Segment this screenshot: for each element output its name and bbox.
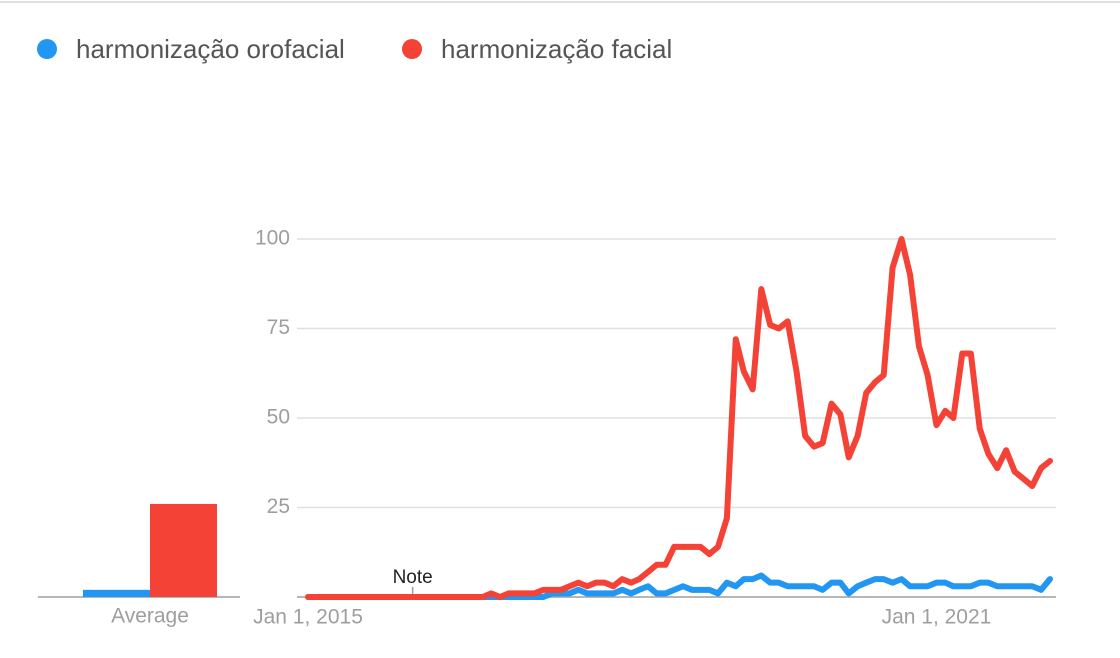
x-tick-label: Jan 1, 2021 — [882, 606, 992, 629]
y-tick-label: 100 — [255, 227, 290, 250]
x-tick-label: Jan 1, 2015 — [253, 606, 363, 629]
y-tick-label: 75 — [267, 316, 290, 339]
legend-marker[interactable] — [37, 39, 57, 59]
y-tick-label: 25 — [267, 495, 290, 518]
legend-label[interactable]: harmonização facial — [441, 34, 672, 64]
average-label: Average — [111, 605, 189, 628]
series-line — [305, 236, 1053, 600]
average-bar[interactable] — [150, 503, 217, 597]
annotation[interactable]: Note — [393, 567, 433, 588]
legend-label[interactable]: harmonização orofacial — [76, 34, 345, 64]
average-bar[interactable] — [83, 589, 150, 597]
y-tick-label: 50 — [267, 406, 290, 429]
legend-marker[interactable] — [402, 39, 422, 59]
